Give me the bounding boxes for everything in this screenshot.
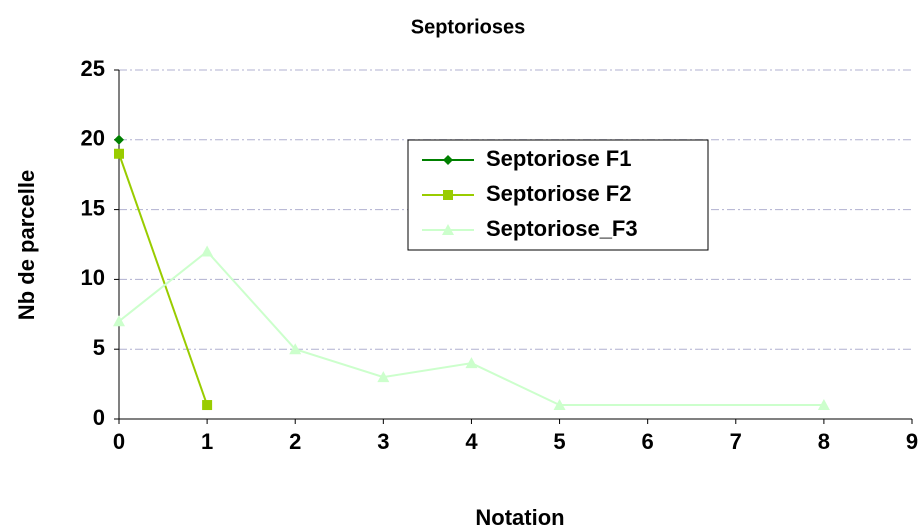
marker <box>377 371 390 383</box>
marker <box>114 148 124 159</box>
legend-marker <box>443 155 453 165</box>
marker <box>817 399 830 411</box>
chart-title: Septorioses <box>411 16 525 38</box>
series-line <box>118 250 824 407</box>
y-tick-label: 0 <box>93 405 105 430</box>
marker <box>553 399 566 411</box>
x-axis-label: Notation <box>475 505 564 528</box>
marker <box>202 400 213 411</box>
y-tick-label: 25 <box>81 56 105 81</box>
y-tick-label: 10 <box>81 265 105 290</box>
x-tick-label: 6 <box>642 429 654 454</box>
marker <box>201 245 214 257</box>
legend-label: Septoriose F1 <box>486 146 631 171</box>
legend-label: Septoriose F2 <box>486 181 631 206</box>
y-tick-label: 15 <box>81 195 105 220</box>
x-tick-label: 8 <box>818 429 830 454</box>
marker <box>465 357 478 369</box>
y-axis-label: Nb de parcelle <box>14 170 39 320</box>
x-tick-label: 4 <box>465 429 478 454</box>
legend-marker <box>443 190 453 200</box>
legend-marker <box>442 224 454 235</box>
y-tick-label: 20 <box>81 126 105 151</box>
x-tick-label: 9 <box>906 429 918 454</box>
x-tick-label: 5 <box>553 429 565 454</box>
x-tick-label: 2 <box>289 429 301 454</box>
legend-label: Septoriose_F3 <box>486 216 638 241</box>
x-tick-label: 0 <box>113 429 125 454</box>
x-tick-label: 7 <box>730 429 742 454</box>
y-tick-label: 5 <box>93 335 105 360</box>
x-tick-label: 1 <box>201 429 213 454</box>
series-line <box>118 153 209 406</box>
marker <box>289 343 302 355</box>
x-tick-label: 3 <box>377 429 389 454</box>
marker <box>113 315 125 327</box>
marker <box>114 134 124 145</box>
